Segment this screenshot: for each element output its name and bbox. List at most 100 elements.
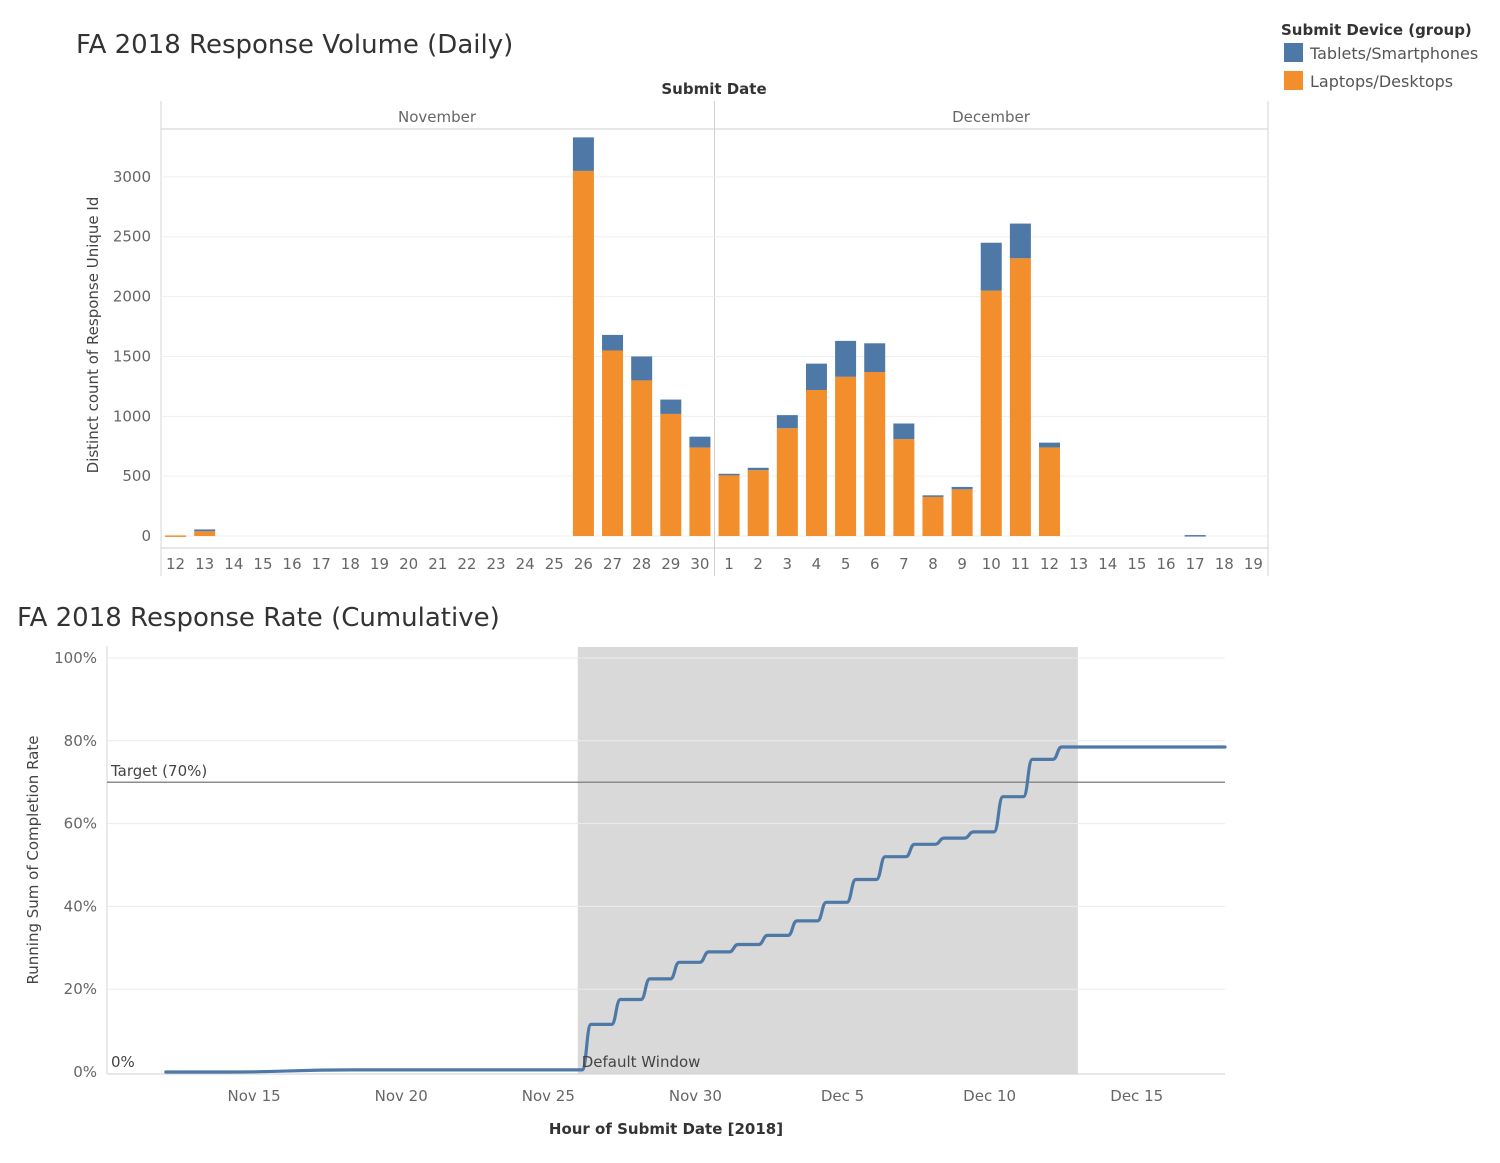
bar-x-tick: 7 <box>899 555 909 573</box>
bar-x-tick: 18 <box>1215 555 1234 573</box>
bar-chart-header: Submit Date <box>661 80 766 98</box>
bar-x-tick: 11 <box>1011 555 1030 573</box>
bar-x-tick: 16 <box>1156 555 1175 573</box>
bar-tablets-smartphones <box>718 473 740 476</box>
bar-laptops-desktops <box>1039 447 1061 537</box>
legend-swatch-tablets <box>1284 43 1303 62</box>
legend-swatch-laptops <box>1284 71 1303 90</box>
line-x-tick: Nov 25 <box>522 1087 575 1105</box>
bar-x-tick: 26 <box>574 555 593 573</box>
bar-chart-gridlines <box>161 176 1268 537</box>
bar-x-tick: 13 <box>195 555 214 573</box>
bar-x-tick: 9 <box>957 555 967 573</box>
line-chart-title: FA 2018 Response Rate (Cumulative) <box>17 603 500 633</box>
bar-chart-y-ticks: 0 500 1000 1500 2000 2500 3000 <box>113 168 151 545</box>
line-y-tick: 40% <box>64 897 97 915</box>
bar-x-tick: 25 <box>545 555 564 573</box>
bar-x-tick: 1 <box>724 555 734 573</box>
bar-laptops-desktops <box>747 470 769 537</box>
default-window-label: Default Window <box>582 1053 701 1071</box>
bar-tablets-smartphones <box>776 415 798 429</box>
bar-laptops-desktops <box>835 376 857 537</box>
line-chart-y-ticks: 0% 20% 40% 60% 80% 100% <box>54 649 97 1081</box>
bar-chart-bars <box>165 137 1206 537</box>
bar-x-tick: 14 <box>1098 555 1117 573</box>
bar-x-tick: 4 <box>812 555 822 573</box>
legend: Submit Device (group) Tablets/Smartphone… <box>1281 21 1478 91</box>
line-x-tick: Dec 15 <box>1110 1087 1163 1105</box>
bar-tablets-smartphones <box>1009 223 1031 259</box>
bar-x-tick: 14 <box>224 555 243 573</box>
bar-tablets-smartphones <box>805 363 827 390</box>
bar-y-tick: 0 <box>141 527 151 545</box>
bar-x-tick: 27 <box>603 555 622 573</box>
bar-tablets-smartphones <box>893 423 915 440</box>
bar-chart-title: FA 2018 Response Volume (Daily) <box>76 30 513 60</box>
bar-laptops-desktops <box>805 389 827 537</box>
bar-x-tick: 23 <box>486 555 505 573</box>
line-y-tick: 20% <box>64 980 97 998</box>
cumulative-completion-line <box>164 745 1227 1074</box>
bar-tablets-smartphones <box>602 334 624 351</box>
bar-tablets-smartphones <box>1184 535 1206 537</box>
bar-x-tick: 28 <box>632 555 651 573</box>
bar-x-tick: 17 <box>312 555 331 573</box>
bar-x-tick: 20 <box>399 555 418 573</box>
line-chart-gridlines <box>107 657 1225 990</box>
legend-label-tablets: Tablets/Smartphones <box>1309 44 1478 63</box>
bar-tablets-smartphones <box>1039 442 1061 448</box>
bar-tablets-smartphones <box>660 399 682 414</box>
bar-y-tick: 1000 <box>113 407 151 425</box>
bar-tablets-smartphones <box>689 436 711 448</box>
bar-x-tick: 18 <box>341 555 360 573</box>
month-header-november: November <box>398 108 477 126</box>
bar-x-tick: 19 <box>1244 555 1263 573</box>
bar-laptops-desktops <box>602 350 624 537</box>
bar-laptops-desktops <box>165 535 187 537</box>
bar-tablets-smartphones <box>922 495 944 497</box>
bar-laptops-desktops <box>864 372 886 537</box>
line-y-tick: 80% <box>64 732 97 750</box>
bar-laptops-desktops <box>980 290 1002 537</box>
default-window-shading <box>577 647 1078 1074</box>
bar-x-tick: 5 <box>841 555 851 573</box>
bar-laptops-desktops <box>893 439 915 537</box>
line-chart-frame <box>106 646 1225 1075</box>
bar-x-tick: 22 <box>457 555 476 573</box>
bar-tablets-smartphones <box>951 486 973 490</box>
bar-y-tick: 500 <box>122 467 151 485</box>
bar-x-tick: 19 <box>370 555 389 573</box>
bar-x-tick: 15 <box>253 555 272 573</box>
bar-x-tick: 17 <box>1186 555 1205 573</box>
line-x-tick: Nov 30 <box>669 1087 722 1105</box>
bar-laptops-desktops <box>631 380 653 537</box>
bar-x-tick: 2 <box>753 555 763 573</box>
month-header-december: December <box>952 108 1031 126</box>
line-x-tick: Nov 15 <box>228 1087 281 1105</box>
bar-x-tick: 13 <box>1069 555 1088 573</box>
bar-laptops-desktops <box>194 531 216 537</box>
bar-laptops-desktops <box>951 489 973 537</box>
bar-x-tick: 6 <box>870 555 880 573</box>
bar-y-tick: 2000 <box>113 288 151 306</box>
bar-tablets-smartphones <box>864 343 886 373</box>
bar-y-tick: 2500 <box>113 228 151 246</box>
bar-x-tick: 24 <box>516 555 535 573</box>
bar-x-tick: 3 <box>783 555 793 573</box>
bar-laptops-desktops <box>689 447 711 537</box>
target-label: Target (70%) <box>110 762 207 780</box>
line-chart-y-axis-label: Running Sum of Completion Rate <box>24 736 42 985</box>
bar-x-tick: 8 <box>928 555 938 573</box>
legend-label-laptops: Laptops/Desktops <box>1310 72 1453 91</box>
bar-y-tick: 3000 <box>113 168 151 186</box>
bar-laptops-desktops <box>572 170 594 537</box>
line-start-label: 0% <box>111 1053 135 1071</box>
line-y-tick: 100% <box>54 649 97 667</box>
bar-chart-frame <box>160 101 1269 576</box>
bar-tablets-smartphones <box>194 529 216 532</box>
line-x-tick: Nov 20 <box>375 1087 428 1105</box>
default-window-band <box>577 647 1078 1074</box>
line-y-tick: 0% <box>73 1063 97 1081</box>
bar-tablets-smartphones <box>572 137 594 171</box>
